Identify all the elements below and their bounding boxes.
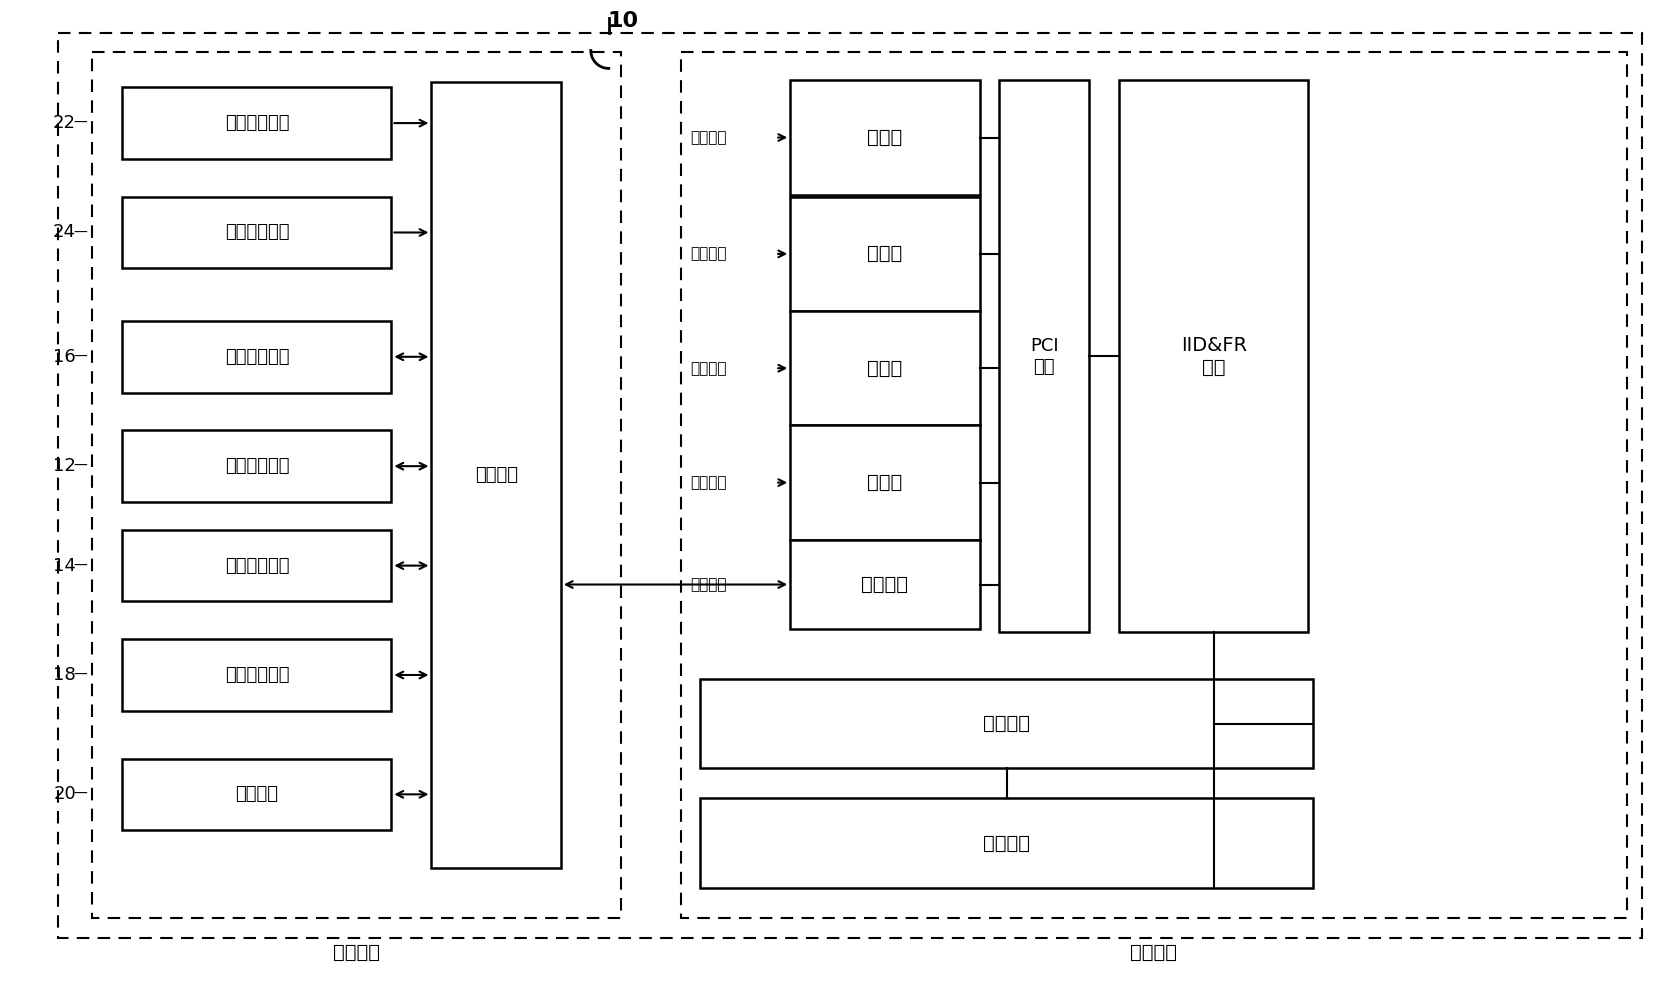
Bar (432, 83, 560, 868)
Text: 人脸识别相机: 人脸识别相机 (225, 348, 288, 366)
Text: 控制信号: 控制信号 (690, 577, 727, 592)
Text: 虹膜识别相机: 虹膜识别相机 (225, 557, 288, 575)
Bar (122, 196, 392, 268)
Text: 视频信号: 视频信号 (690, 130, 727, 145)
Bar (700, 679, 1314, 769)
Text: 取帧器: 取帧器 (867, 473, 902, 492)
Text: 20: 20 (53, 785, 77, 804)
Text: 人脸照明光源: 人脸照明光源 (225, 115, 288, 132)
Text: 控制电路: 控制电路 (475, 466, 518, 484)
Text: 视频信号: 视频信号 (690, 361, 727, 375)
Text: 取帧器: 取帧器 (867, 359, 902, 377)
Bar (122, 88, 392, 159)
Text: —: — (73, 787, 87, 802)
Text: —: — (73, 559, 87, 573)
Text: 识别软件: 识别软件 (984, 714, 1030, 733)
Bar (92, 53, 620, 917)
Text: —: — (73, 350, 87, 364)
Text: 虹膜照明光源: 虹膜照明光源 (225, 223, 288, 241)
Bar (122, 430, 392, 502)
Text: 10: 10 (607, 11, 638, 31)
Text: 16: 16 (53, 348, 77, 366)
Text: 取帧器: 取帧器 (867, 128, 902, 147)
Text: 串行端口: 串行端口 (862, 575, 909, 594)
Text: 24: 24 (53, 223, 77, 241)
Text: 相机系统: 相机系统 (333, 943, 380, 962)
Bar (680, 53, 1627, 917)
Text: 18: 18 (53, 666, 77, 684)
Text: 人脸识别相机: 人脸识别相机 (225, 666, 288, 684)
Bar (122, 530, 392, 602)
Bar (1000, 81, 1089, 632)
Text: 识别软件: 识别软件 (984, 834, 1030, 853)
Text: —: — (73, 459, 87, 473)
Text: 视频信号: 视频信号 (690, 475, 727, 490)
Text: 识别系统: 识别系统 (1130, 943, 1177, 962)
Bar (790, 425, 980, 540)
Text: 视频信号: 视频信号 (690, 246, 727, 261)
Bar (1119, 81, 1309, 632)
Text: 12: 12 (53, 457, 77, 475)
Bar (790, 196, 980, 311)
Text: —: — (73, 668, 87, 682)
Bar (790, 540, 980, 629)
Text: —: — (73, 225, 87, 239)
Text: 22: 22 (53, 115, 77, 132)
Text: IID&FR
软件: IID&FR 软件 (1180, 336, 1247, 376)
Text: —: — (73, 117, 87, 130)
Text: 取帧器: 取帧器 (867, 244, 902, 263)
Text: PCI
总线: PCI 总线 (1030, 337, 1059, 375)
Text: 步进电机: 步进电机 (235, 785, 278, 804)
Bar (122, 321, 392, 392)
Bar (790, 81, 980, 194)
Bar (700, 799, 1314, 887)
Bar (122, 759, 392, 830)
Bar (122, 639, 392, 711)
Text: 14: 14 (53, 557, 77, 575)
Bar (790, 311, 980, 425)
Text: 虹膜识别相机: 虹膜识别相机 (225, 457, 288, 475)
